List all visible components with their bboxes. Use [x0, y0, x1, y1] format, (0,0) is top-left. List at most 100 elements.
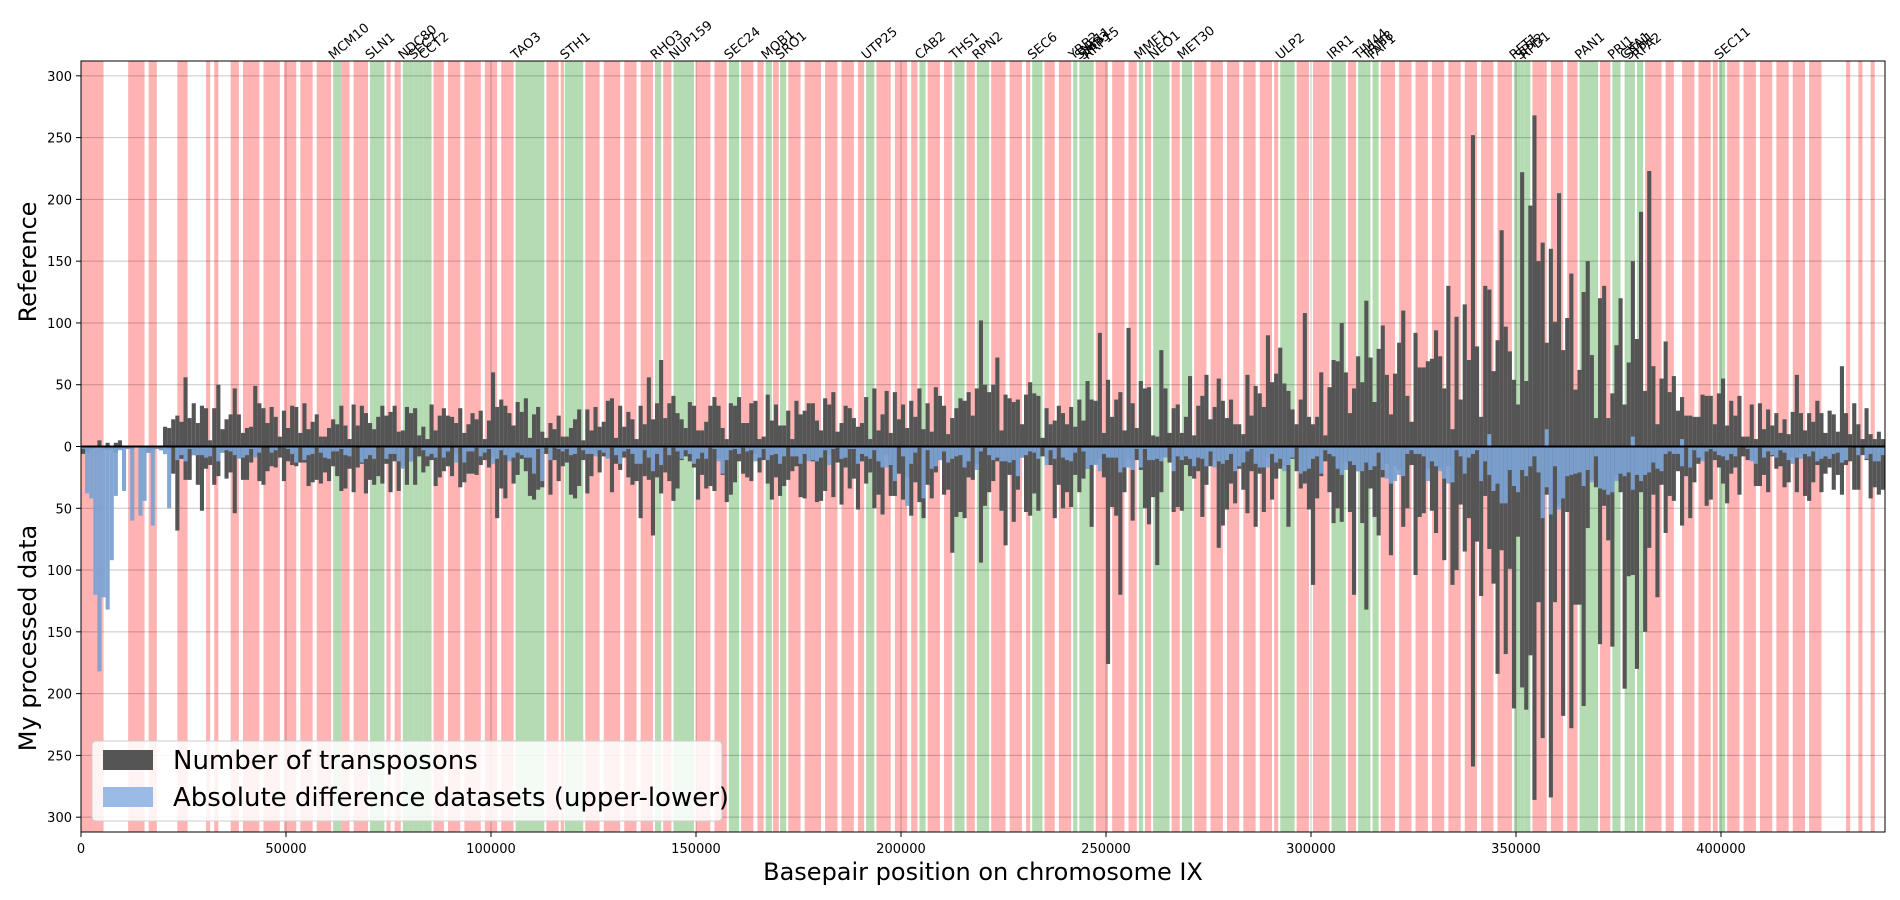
- difference-bar: [1323, 446, 1328, 451]
- transposon-bar-processed: [1364, 446, 1369, 610]
- transposon-bar-processed: [1630, 446, 1635, 575]
- difference-bar: [851, 446, 856, 449]
- transposon-bar-processed: [1692, 446, 1697, 483]
- transposon-bar-reference: [1438, 356, 1443, 447]
- transposon-bar-reference: [1725, 425, 1730, 447]
- difference-bar: [142, 446, 147, 501]
- transposon-bar-processed: [1684, 446, 1689, 477]
- difference-bar: [1151, 446, 1156, 461]
- transposon-bar-processed: [577, 446, 582, 487]
- difference-bar: [343, 446, 348, 456]
- transposon-bar-processed: [396, 446, 401, 491]
- difference-bar: [495, 446, 500, 459]
- transposon-bar-processed: [1233, 446, 1238, 504]
- transposon-bar-reference: [954, 408, 959, 447]
- difference-bar: [1188, 446, 1193, 459]
- transposon-bar-reference: [1782, 419, 1787, 447]
- difference-bar: [724, 446, 729, 461]
- transposon-bar-processed: [1151, 446, 1156, 498]
- transposon-bar-reference: [1270, 382, 1275, 447]
- transposon-bar-processed: [1249, 446, 1254, 472]
- transposon-bar-reference: [1323, 435, 1328, 447]
- transposon-bar-reference: [810, 403, 815, 447]
- transposon-bar-reference: [1790, 411, 1795, 447]
- difference-bar: [1704, 446, 1709, 452]
- transposon-bar-reference: [1856, 424, 1861, 447]
- transposon-bar-reference: [1028, 382, 1033, 447]
- transposon-bar-reference: [552, 429, 557, 447]
- difference-bar: [548, 446, 553, 461]
- difference-bar: [597, 446, 602, 451]
- difference-bar: [331, 446, 336, 452]
- difference-bar: [347, 446, 352, 457]
- transposon-bar-reference: [716, 405, 721, 447]
- difference-bar: [1815, 446, 1820, 462]
- difference-bar: [614, 446, 619, 456]
- difference-bar: [1725, 446, 1730, 461]
- difference-bar: [1093, 446, 1098, 466]
- legend-box: [91, 740, 723, 822]
- difference-bar: [1175, 446, 1180, 457]
- difference-bar: [1163, 446, 1168, 458]
- transposon-bar-reference: [355, 425, 360, 447]
- transposon-bar-processed: [1565, 446, 1570, 512]
- transposon-bar-reference: [1483, 285, 1488, 447]
- difference-bar: [1011, 446, 1016, 461]
- transposon-bar-reference: [769, 420, 774, 447]
- transposon-bar-reference: [1675, 410, 1680, 447]
- transposon-bar-processed: [589, 446, 594, 477]
- transposon-bar-reference: [1032, 393, 1037, 447]
- transposon-bar-processed: [433, 446, 438, 487]
- transposon-bar-processed: [1852, 446, 1857, 490]
- transposon-bar-reference: [1495, 340, 1500, 447]
- transposon-bar-reference: [204, 408, 209, 447]
- transposon-bar-processed: [1073, 446, 1078, 475]
- difference-bar: [1876, 446, 1881, 462]
- difference-bar: [843, 446, 848, 458]
- difference-bar: [1688, 446, 1693, 468]
- transposon-bar-processed: [1220, 446, 1225, 526]
- transposon-bar-processed: [183, 446, 188, 480]
- difference-bar: [105, 446, 110, 610]
- transposon-bar-processed: [880, 446, 885, 515]
- transposon-bar-processed: [564, 446, 569, 463]
- difference-bar: [392, 446, 397, 454]
- transposon-bar-reference: [921, 429, 926, 447]
- transposon-bar-processed: [470, 446, 475, 474]
- transposon-bar-reference: [1577, 369, 1582, 447]
- difference-bar: [716, 446, 721, 462]
- transposon-bar-reference: [798, 414, 803, 447]
- transposon-bar-processed: [1782, 446, 1787, 488]
- transposon-bar-processed: [175, 446, 180, 531]
- difference-bar: [228, 446, 233, 452]
- difference-bar: [478, 446, 483, 457]
- transposon-bar-processed: [790, 446, 795, 472]
- transposon-bar-processed: [1725, 446, 1730, 504]
- transposon-bar-processed: [864, 446, 869, 484]
- transposon-bar-reference: [1360, 382, 1365, 447]
- transposon-bar-reference: [1507, 351, 1512, 447]
- difference-bar: [1110, 446, 1115, 458]
- difference-bar: [753, 446, 758, 462]
- transposon-bar-processed: [1311, 446, 1316, 585]
- transposon-bar-reference: [786, 410, 791, 447]
- transposon-bar-processed: [1323, 446, 1328, 462]
- difference-bar: [749, 446, 754, 451]
- transposon-bar-reference: [1101, 432, 1106, 447]
- transposon-bar-reference: [527, 437, 532, 447]
- transposon-bar-reference: [634, 439, 639, 447]
- transposon-bar-reference: [1827, 410, 1832, 447]
- difference-bar: [1147, 446, 1152, 461]
- difference-bar: [642, 446, 647, 451]
- difference-bar: [1528, 446, 1533, 467]
- transposon-bar-processed: [1270, 446, 1275, 500]
- transposon-bar-processed: [1856, 446, 1861, 490]
- transposon-bar-processed: [929, 446, 934, 499]
- transposon-bar-reference: [1565, 318, 1570, 447]
- transposon-bar-processed: [786, 446, 791, 480]
- transposon-bar-processed: [745, 446, 750, 478]
- transposon-bar-processed: [823, 446, 828, 491]
- difference-bar: [1142, 446, 1147, 449]
- transposon-bar-reference: [318, 436, 323, 447]
